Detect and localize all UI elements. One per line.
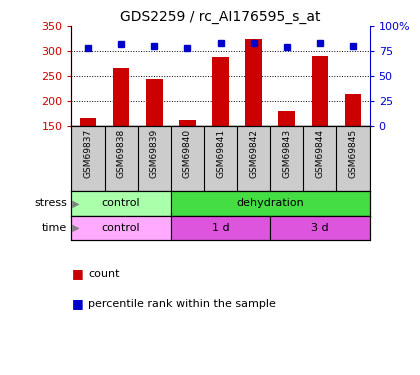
Text: GSM69841: GSM69841: [216, 129, 225, 178]
Text: dehydration: dehydration: [236, 198, 304, 208]
Text: GSM69838: GSM69838: [117, 129, 126, 178]
Text: percentile rank within the sample: percentile rank within the sample: [88, 299, 276, 309]
Bar: [80, 118, 96, 126]
Bar: [312, 56, 328, 126]
Bar: [179, 120, 196, 126]
Text: ■: ■: [71, 297, 83, 310]
Bar: [270, 216, 370, 240]
Text: stress: stress: [34, 198, 67, 208]
Bar: [171, 216, 270, 240]
Bar: [71, 216, 171, 240]
Text: 3 d: 3 d: [311, 223, 329, 233]
Text: GSM69839: GSM69839: [150, 129, 159, 178]
Bar: [345, 94, 361, 126]
Bar: [146, 79, 163, 126]
Text: GSM69845: GSM69845: [349, 129, 357, 178]
Bar: [212, 57, 229, 126]
Text: count: count: [88, 269, 120, 279]
Text: GSM69843: GSM69843: [282, 129, 291, 178]
Text: GSM69842: GSM69842: [249, 129, 258, 178]
Text: ■: ■: [71, 267, 83, 280]
Text: time: time: [42, 223, 67, 233]
Bar: [245, 39, 262, 126]
Bar: [71, 191, 171, 216]
Text: GSM69840: GSM69840: [183, 129, 192, 178]
Text: GSM69844: GSM69844: [315, 129, 324, 178]
Bar: [171, 191, 370, 216]
Bar: [113, 69, 129, 126]
Text: ▶: ▶: [69, 223, 80, 233]
Title: GDS2259 / rc_AI176595_s_at: GDS2259 / rc_AI176595_s_at: [120, 10, 321, 24]
Text: GSM69837: GSM69837: [84, 129, 92, 178]
Text: control: control: [102, 198, 140, 208]
Text: 1 d: 1 d: [212, 223, 229, 233]
Text: ▶: ▶: [69, 198, 80, 208]
Bar: [278, 111, 295, 126]
Text: control: control: [102, 223, 140, 233]
